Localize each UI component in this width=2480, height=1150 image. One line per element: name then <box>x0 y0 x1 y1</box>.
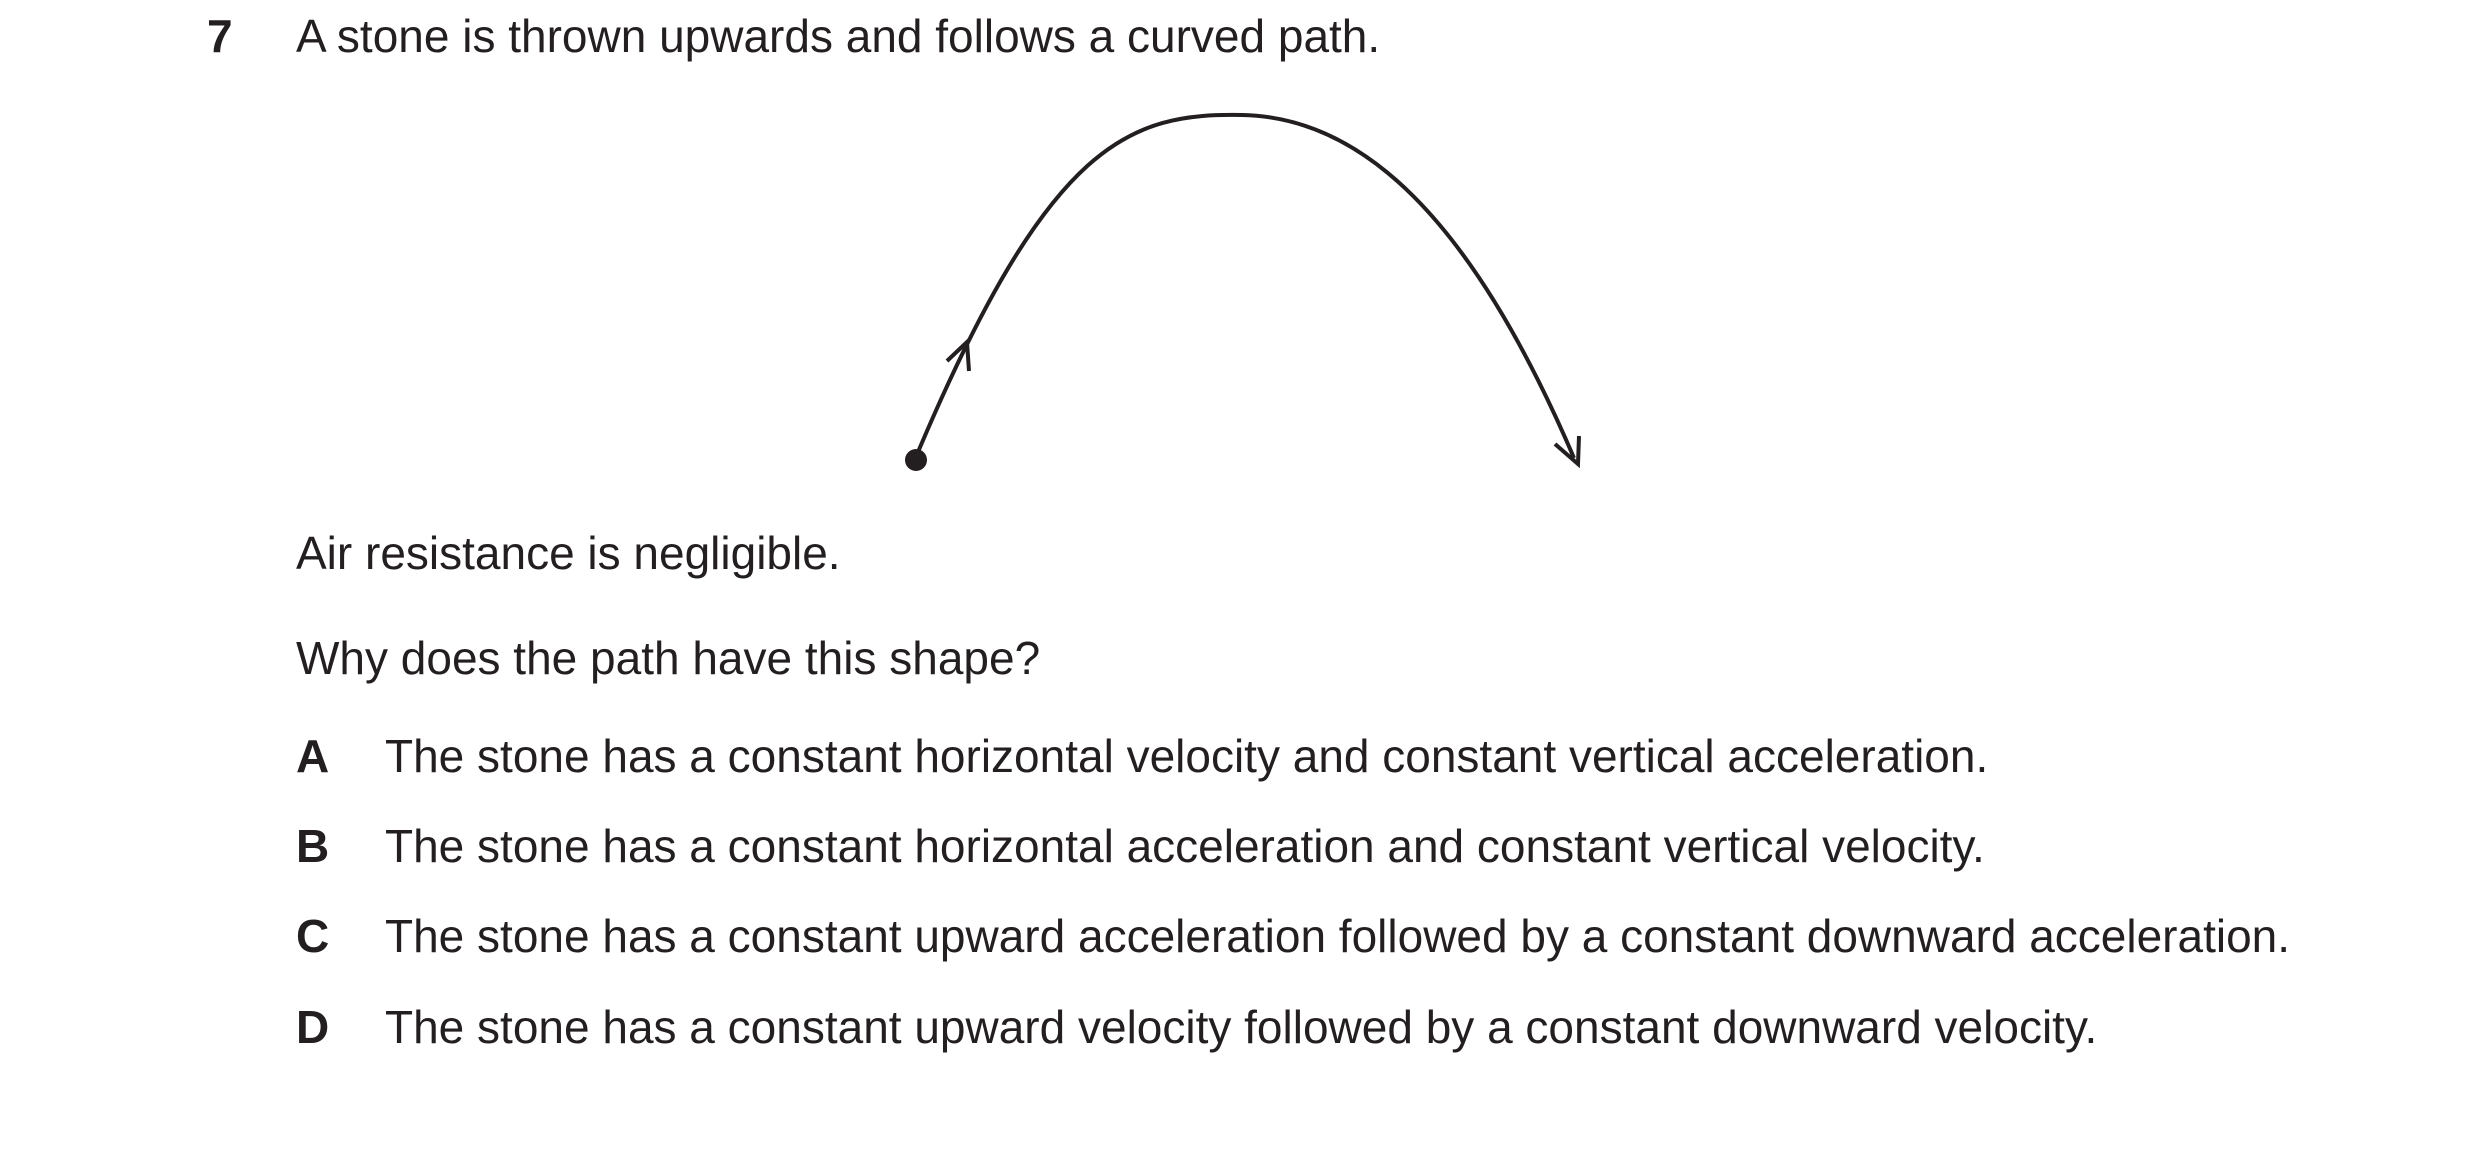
option-text: The stone has a constant upward accelera… <box>385 910 2291 962</box>
option-c[interactable]: C The stone has a constant upward accele… <box>296 908 2396 964</box>
option-d[interactable]: D The stone has a constant upward veloci… <box>296 999 2396 1055</box>
info-text: Air resistance is negligible. <box>296 527 841 579</box>
option-b[interactable]: B The stone has a constant horizontal ac… <box>296 818 2396 874</box>
option-letter: B <box>296 820 330 872</box>
question-stem: A stone is thrown upwards and follows a … <box>296 10 1381 62</box>
downward-arrow-icon <box>1553 435 1581 469</box>
trajectory-path <box>916 112 1576 459</box>
option-text: The stone has a constant horizontal acce… <box>385 820 1985 872</box>
question-number: 7 <box>207 10 233 62</box>
option-letter: C <box>296 910 330 962</box>
trajectory-diagram <box>905 112 1581 471</box>
stone-start-dot <box>905 449 927 471</box>
option-text: The stone has a constant upward velocity… <box>385 1001 2098 1053</box>
option-text: The stone has a constant horizontal velo… <box>385 730 1989 782</box>
option-letter: A <box>296 730 330 782</box>
option-letter: D <box>296 1001 330 1053</box>
upward-arrow-icon <box>945 337 971 372</box>
question-prompt: Why does the path have this shape? <box>296 632 1041 684</box>
option-a[interactable]: A The stone has a constant horizontal ve… <box>296 728 2396 784</box>
